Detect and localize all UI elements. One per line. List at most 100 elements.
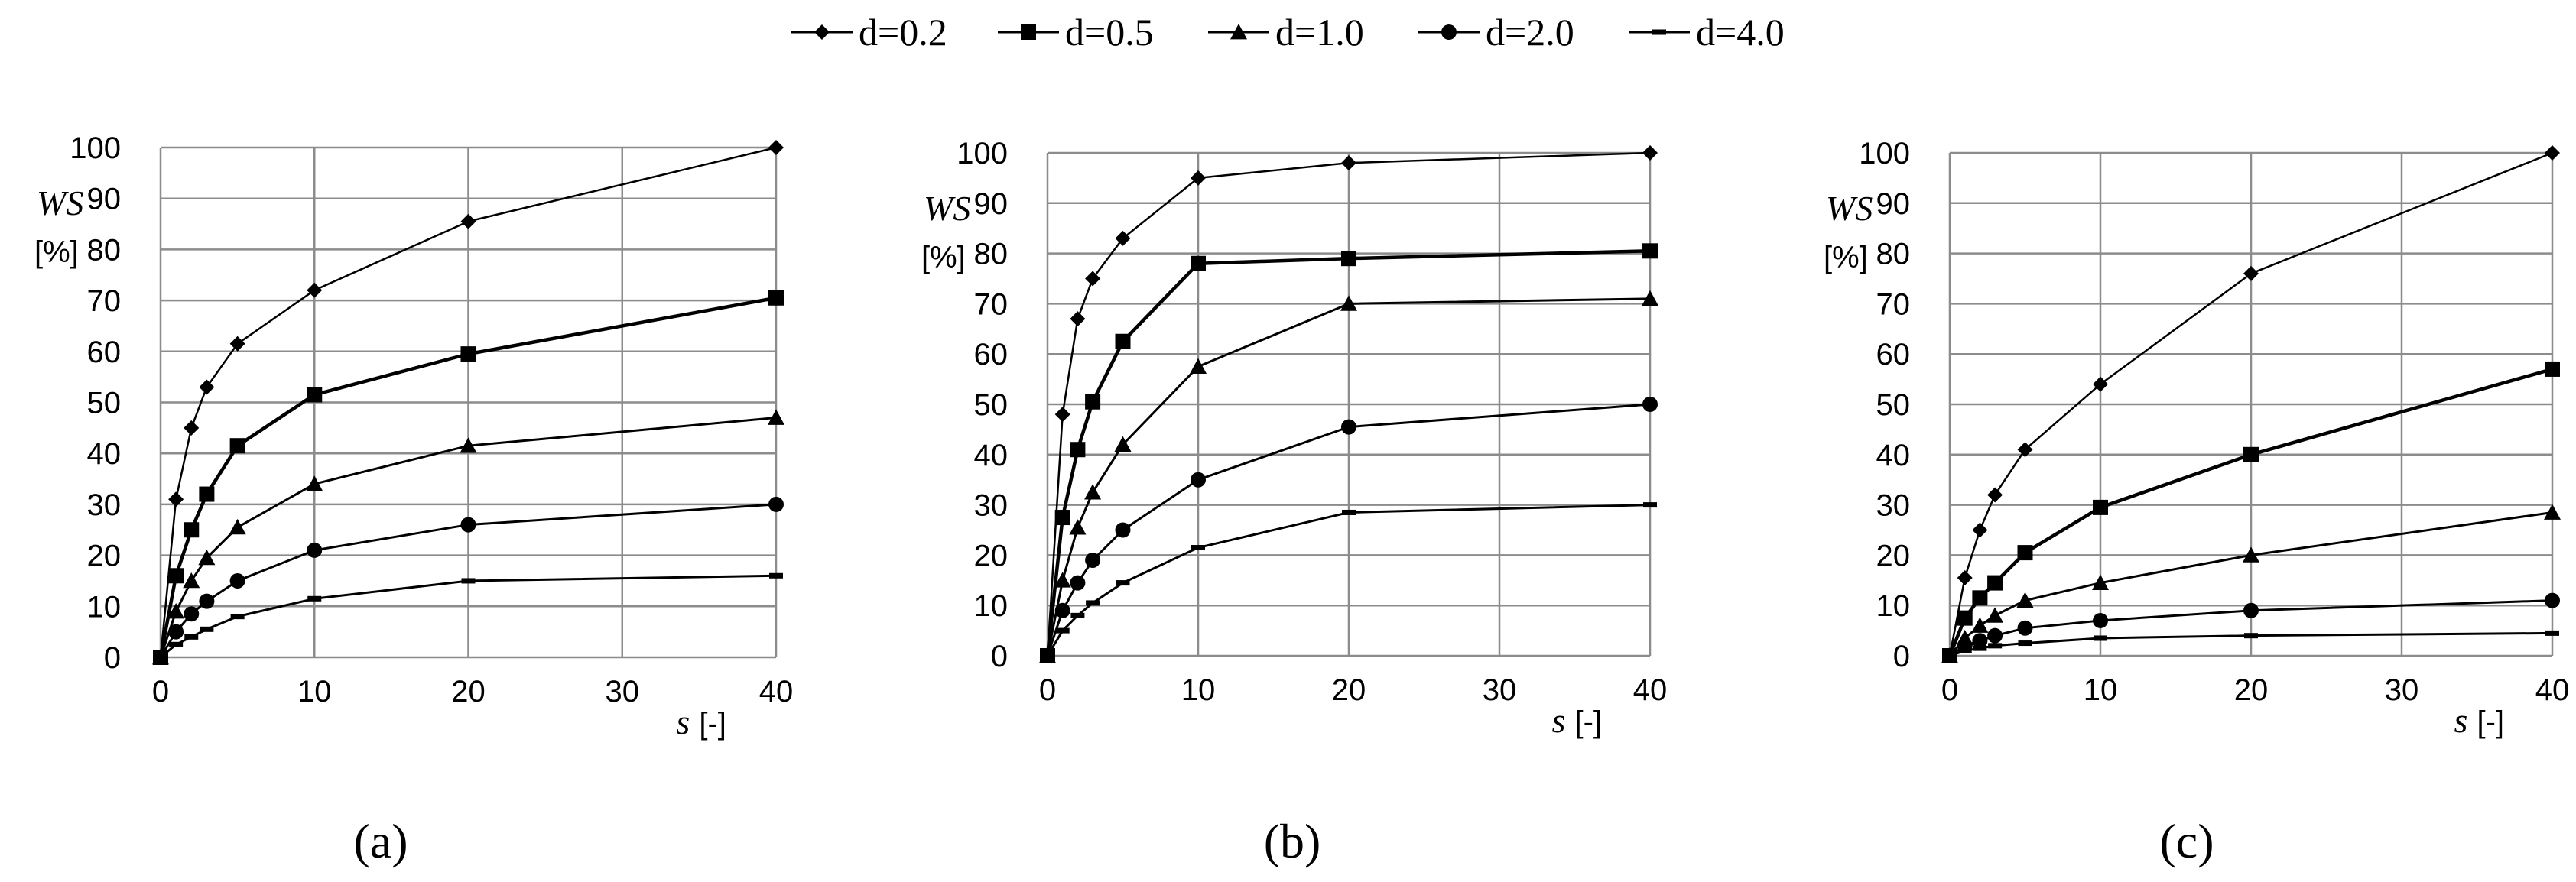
y-tick-label: 40 [974,439,1009,472]
series-line [1045,249,1651,657]
data-point [1972,633,1988,649]
y-tick-label: 40 [87,437,122,471]
x-tick-label: 10 [2084,673,2118,707]
data-point [229,438,245,454]
data-point [229,336,245,352]
data-point [2545,361,2560,377]
series-d=4.0 [1943,630,2559,659]
data-point [2094,635,2107,641]
data-point [1342,509,1356,515]
y-tick-label: 0 [104,641,121,675]
series-d=4.0 [1041,502,1657,659]
data-point [2244,633,2258,639]
data-point [768,140,784,155]
y-axis-unit: [%] [34,235,79,269]
y-tick-label: 20 [1876,539,1911,572]
data-point [1341,419,1356,435]
legend-item: d=0.2 [791,11,947,54]
x-tick-label: 10 [1181,673,1216,707]
y-tick-label: 90 [1876,187,1911,221]
data-point [2243,446,2259,462]
legend-item: d=1.0 [1208,11,1364,54]
data-point [306,475,323,491]
data-point [1642,243,1658,259]
x-axis-label: s [2454,701,2468,740]
data-point [2093,376,2108,392]
y-tick-label: 70 [974,287,1009,321]
data-point [1341,155,1356,171]
data-point [2016,592,2034,608]
y-tick-label: 90 [87,183,122,216]
data-point [1085,552,1101,568]
data-point [1114,436,1132,452]
data-point [1115,333,1131,349]
y-tick-label: 10 [87,590,122,624]
data-point [1987,575,2003,591]
data-point [1115,230,1131,246]
data-point [307,595,322,602]
series-line [1046,297,1651,657]
y-tick-label: 60 [87,336,122,369]
y-tick-label: 60 [1876,338,1911,371]
data-point [199,593,215,609]
x-axis-unit: [-] [2477,705,2505,739]
data-point [1987,487,2003,503]
legend-marker [1021,24,1036,40]
data-point [1191,170,1206,186]
data-point [200,626,214,632]
data-point [1986,607,2004,623]
data-point [2243,546,2259,563]
data-point [2545,630,2559,636]
y-tick-label: 40 [1876,439,1911,472]
y-tick-label: 20 [974,539,1009,572]
data-point [1972,522,1988,538]
x-axis-label: s [1552,701,1566,740]
legend-label: d=4.0 [1696,11,1785,54]
x-tick-label: 30 [2385,673,2419,707]
y-axis-label: WS [37,183,83,222]
data-point [2545,145,2560,161]
legend-item: d=4.0 [1629,11,1785,54]
y-tick-label: 30 [974,489,1009,523]
data-point [1642,145,1658,161]
data-point [768,496,784,512]
x-axis-label: s [676,702,690,741]
x-tick-label: 0 [1039,673,1056,707]
data-point [2545,592,2560,608]
data-point [168,624,184,640]
data-point [199,379,215,395]
data-point [168,491,184,507]
data-point [229,518,246,535]
x-axis-unit: [-] [699,707,726,741]
legend-label: d=0.2 [859,11,947,54]
series-line [158,296,777,658]
data-point [183,572,200,589]
data-point [154,654,167,660]
x-tick-label: 40 [759,675,794,709]
data-point [1957,570,1973,586]
data-point [307,542,323,558]
x-tick-label: 0 [1941,673,1958,707]
data-point [769,572,783,579]
series-d=2.0 [153,496,784,665]
y-tick-label: 80 [1876,238,1911,271]
y-tick-label: 80 [87,233,122,267]
data-point [184,420,200,436]
series-line [1046,151,1651,657]
y-tick-label: 70 [1876,287,1911,321]
data-point [460,346,476,362]
y-tick-label: 0 [991,640,1008,673]
data-point [2017,620,2033,636]
data-point [768,409,784,425]
legend-marker [1441,24,1457,40]
y-tick-label: 70 [87,284,122,318]
series-d=2.0 [1942,592,2560,663]
data-point [460,517,476,533]
grid [1046,151,1652,657]
chart-panel: 0 10 20 30 40 50 60 70 80 90 100 0 10 20 30 40 WS [%] s [-]… [921,137,1667,868]
data-point [1973,645,1987,651]
x-tick-label: 20 [2234,673,2269,707]
data-point [460,437,477,453]
data-point [461,578,476,584]
